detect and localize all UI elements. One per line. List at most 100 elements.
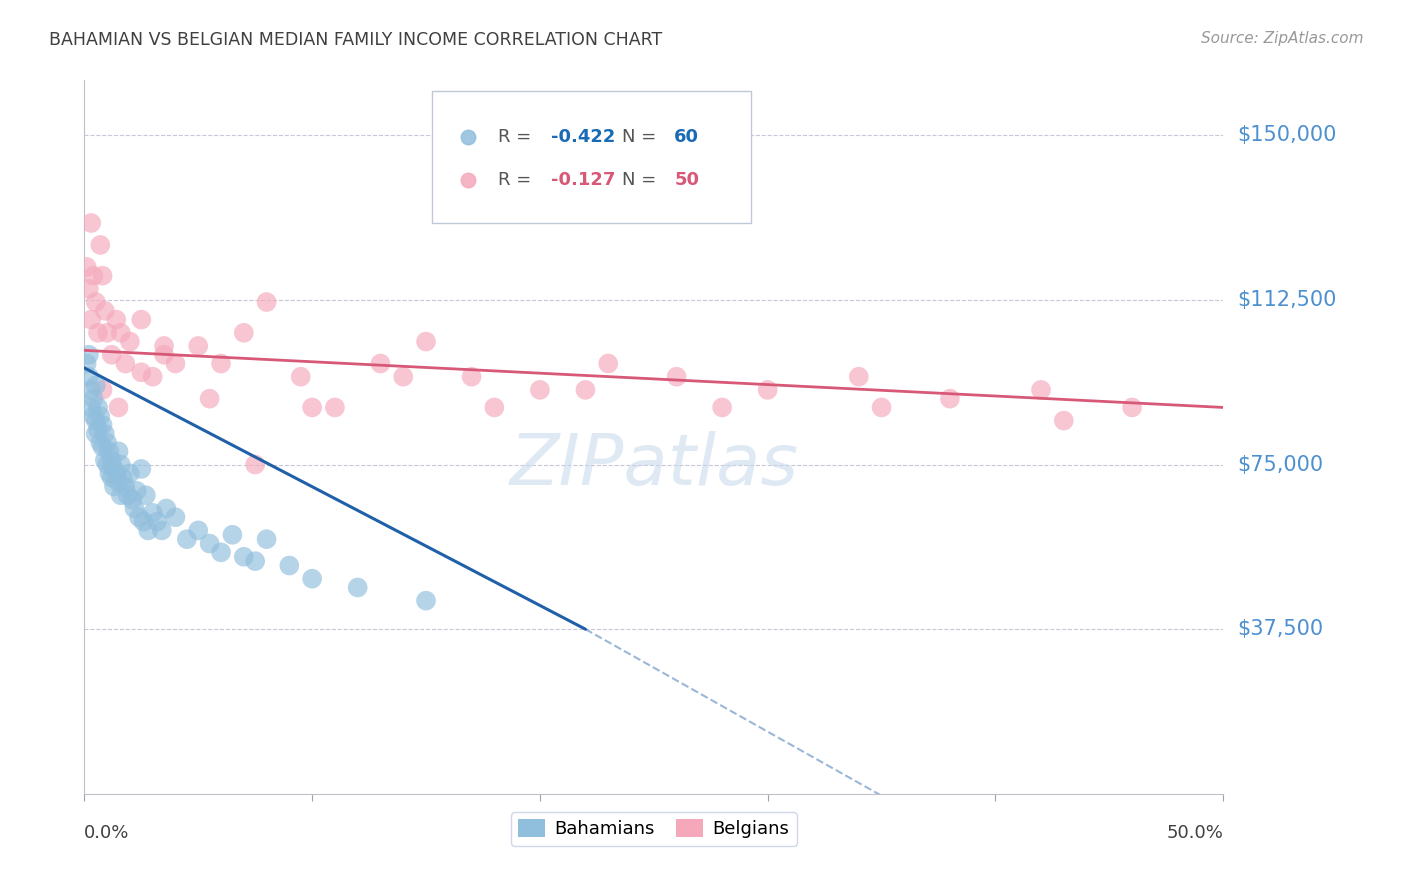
Point [153, 348, 176, 362]
Point [301, 572, 323, 586]
Point [94, 303, 117, 318]
Point [91, 268, 114, 283]
Point [574, 383, 596, 397]
Point [98, 444, 121, 458]
Point [323, 401, 346, 415]
Point [76, 357, 98, 371]
Point [142, 369, 165, 384]
Point [80, 401, 103, 415]
Text: 60: 60 [675, 128, 699, 146]
Point [1053, 414, 1076, 428]
Text: 50.0%: 50.0% [1167, 824, 1223, 842]
Point [84, 295, 107, 310]
Point [110, 458, 132, 472]
Point [232, 549, 254, 564]
Point [110, 326, 132, 340]
Point [756, 383, 779, 397]
Point [91, 440, 114, 454]
Text: Source: ZipAtlas.com: Source: ZipAtlas.com [1201, 31, 1364, 46]
Point [118, 467, 141, 481]
Point [77, 282, 100, 296]
Point [187, 524, 209, 538]
Point [96, 326, 118, 340]
Point [392, 369, 415, 384]
Point [82, 409, 104, 424]
Point [82, 392, 104, 406]
Point [131, 312, 153, 326]
Point [89, 435, 111, 450]
Point [209, 357, 232, 371]
Point [107, 444, 129, 458]
Point [82, 268, 104, 283]
Point [132, 515, 155, 529]
Point [135, 488, 157, 502]
Point [105, 312, 128, 326]
Point [107, 401, 129, 415]
Point [198, 392, 221, 406]
Point [89, 238, 111, 252]
Point [187, 339, 209, 353]
Point [146, 515, 169, 529]
Point [221, 528, 243, 542]
Point [150, 524, 173, 538]
Text: 50: 50 [675, 171, 699, 189]
Text: ZIPatlas: ZIPatlas [509, 431, 799, 500]
Point [98, 467, 121, 481]
Point [484, 401, 506, 415]
Text: R =: R = [498, 128, 537, 146]
Point [107, 475, 129, 489]
Point [100, 471, 122, 485]
Point [370, 357, 392, 371]
Point [118, 334, 141, 349]
Text: $112,500: $112,500 [1237, 290, 1337, 310]
Point [96, 458, 118, 472]
Point [245, 554, 267, 568]
Point [84, 426, 107, 441]
Point [80, 312, 103, 326]
Point [939, 392, 962, 406]
Point [711, 401, 734, 415]
Point [176, 532, 198, 546]
Point [278, 558, 301, 573]
Point [94, 453, 117, 467]
Point [665, 369, 688, 384]
Text: -0.127: -0.127 [551, 171, 616, 189]
Point [131, 462, 153, 476]
Point [87, 326, 110, 340]
Point [136, 524, 159, 538]
Point [76, 260, 98, 274]
Point [91, 383, 114, 397]
Text: $150,000: $150,000 [1237, 125, 1337, 145]
Point [232, 326, 254, 340]
Text: R =: R = [498, 171, 537, 189]
Text: BAHAMIAN VS BELGIAN MEDIAN FAMILY INCOME CORRELATION CHART: BAHAMIAN VS BELGIAN MEDIAN FAMILY INCOME… [49, 31, 662, 49]
Point [87, 401, 110, 415]
Point [529, 383, 551, 397]
Point [91, 417, 114, 432]
Point [114, 479, 136, 493]
Point [848, 369, 870, 384]
Point [460, 369, 482, 384]
Point [346, 581, 368, 595]
Point [124, 501, 146, 516]
Text: $75,000: $75,000 [1237, 455, 1323, 475]
Point [256, 532, 278, 546]
Point [89, 409, 111, 424]
Point [125, 483, 148, 498]
Point [87, 422, 110, 436]
Point [112, 471, 135, 485]
Point [100, 453, 122, 467]
Point [870, 401, 893, 415]
Point [142, 506, 165, 520]
Point [100, 348, 122, 362]
Point [131, 365, 153, 379]
Text: -0.422: -0.422 [551, 128, 616, 146]
Point [117, 488, 139, 502]
Point [80, 383, 103, 397]
Point [103, 479, 125, 493]
Point [128, 510, 150, 524]
Point [1121, 401, 1143, 415]
Point [110, 488, 132, 502]
Point [103, 462, 125, 476]
Point [841, 787, 863, 801]
